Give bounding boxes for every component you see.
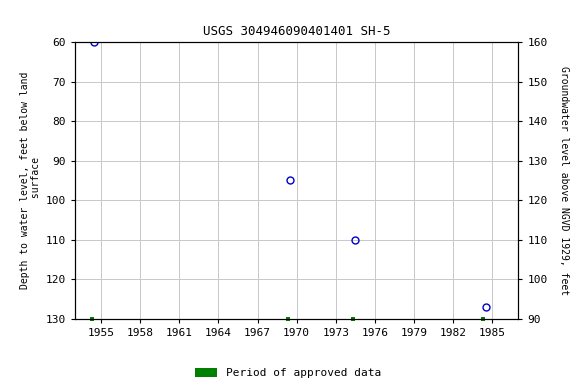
Y-axis label: Groundwater level above NGVD 1929, feet: Groundwater level above NGVD 1929, feet (559, 66, 569, 295)
Y-axis label: Depth to water level, feet below land
 surface: Depth to water level, feet below land su… (20, 72, 41, 289)
Legend: Period of approved data: Period of approved data (195, 368, 381, 379)
Title: USGS 304946090401401 SH-5: USGS 304946090401401 SH-5 (203, 25, 391, 38)
